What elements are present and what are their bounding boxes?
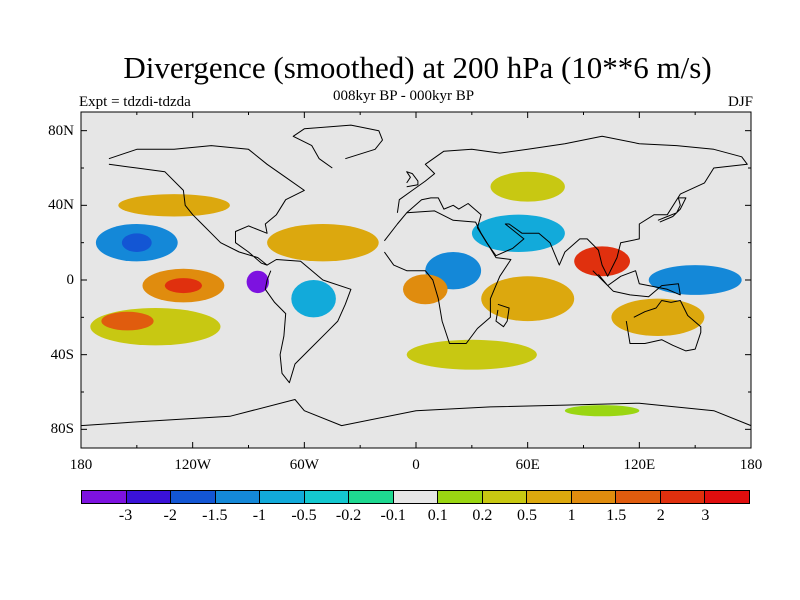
region-arabia-negative (471, 214, 565, 252)
colorbar-swatch (126, 491, 172, 503)
coastline-australia (625, 300, 702, 352)
colorbar-swatch (349, 491, 394, 503)
colorbar-swatch (482, 491, 528, 503)
x-tick-label: 60E (515, 457, 540, 473)
region-east-pacific-core (164, 278, 202, 294)
region-southeast-asia-divergence (574, 246, 630, 277)
colorbar-swatch (438, 491, 483, 503)
colorbar-level-label: 0.5 (517, 507, 537, 524)
coastline-africa (383, 210, 512, 344)
region-west-africa-divergence (403, 274, 448, 305)
region-south-america-negative (291, 280, 336, 318)
region-australia-positive (611, 298, 705, 336)
coastline-south-america (264, 259, 352, 384)
colorbar-level-label: 0.1 (427, 507, 448, 524)
time-range-subtitle: 008kyr BP - 000kyr BP (333, 88, 475, 104)
colorbar-level-label: -3 (118, 507, 133, 524)
colorbar-swatch (215, 491, 261, 503)
colorbar-level-label: 1 (567, 507, 576, 524)
experiment-label: Expt = tdzdi-tdzda (79, 94, 191, 110)
region-north-atlantic-positive (267, 224, 379, 262)
colorbar-level-label: -1.5 (202, 507, 228, 524)
coastline-indonesia (592, 270, 681, 298)
colorbar-level-label: -1 (252, 507, 267, 524)
colorbar-swatch (571, 491, 617, 503)
region-indian-ocean-positive (481, 276, 575, 322)
colorbar-level-label: -0.5 (291, 507, 317, 524)
x-tick-label: 180 (69, 457, 93, 473)
coastline-north-america (108, 145, 305, 266)
coastline-greenland (292, 124, 383, 169)
colorbar-swatch (660, 491, 706, 503)
colorbar-level-label: 3 (701, 507, 710, 524)
colorbar-swatch (82, 491, 127, 503)
y-tick-label: 80S (50, 421, 74, 438)
colorbar-swatch (393, 491, 439, 503)
map-title: Divergence (smoothed) at 200 hPa (10**6 … (123, 50, 712, 85)
colorbar-level-label: 1.5 (606, 507, 627, 524)
region-southern-ocean-positive (406, 339, 537, 370)
coastline-antarctica (80, 399, 752, 427)
coastline-eurasia (396, 135, 748, 277)
colorbar-swatch (705, 491, 749, 503)
y-tick-label: 40S (50, 346, 74, 363)
colorbar-swatch (171, 491, 216, 503)
region-eurasia-positive (490, 171, 565, 202)
colorbar-level-label: 2 (656, 507, 665, 524)
colorbar-level-label: -0.1 (380, 507, 406, 524)
x-tick-label: 120W (174, 457, 211, 473)
x-tick-label: 0 (412, 457, 420, 473)
coastline-madagascar (495, 303, 510, 328)
colorbar (81, 490, 750, 504)
region-south-pacific-core (101, 311, 154, 331)
season-label: DJF (727, 94, 753, 110)
region-antarctic-positive (564, 405, 640, 417)
y-tick-label: 40N (48, 197, 74, 214)
region-central-pacific-core (121, 233, 152, 252)
region-west-pacific-negative (648, 265, 742, 295)
y-tick-label: 0 (66, 272, 75, 288)
colorbar-swatch (527, 491, 572, 503)
x-tick-label: 120E (623, 457, 656, 473)
region-north-pacific-positive (118, 194, 230, 217)
coastline-japan (657, 197, 687, 223)
colorbar-level-label: 0.2 (472, 507, 493, 524)
x-tick-label: 60W (289, 457, 319, 473)
region-panama-convergence (246, 270, 269, 294)
colorbar-swatch (304, 491, 350, 503)
x-tick-label: 180 (739, 457, 763, 473)
colorbar-swatch (616, 491, 661, 503)
colorbar-level-label: -2 (163, 507, 177, 524)
y-tick-label: 80N (48, 122, 74, 139)
coastline-uk (406, 171, 419, 188)
colorbar-labels: -3 -2 -1.5 -1 -0.5 -0.2 -0.1 0.1 0.2 0.5 1 1.5 2 3 (81, 507, 750, 527)
colorbar-swatch (260, 491, 305, 503)
colorbar-level-label: -0.2 (335, 507, 362, 524)
